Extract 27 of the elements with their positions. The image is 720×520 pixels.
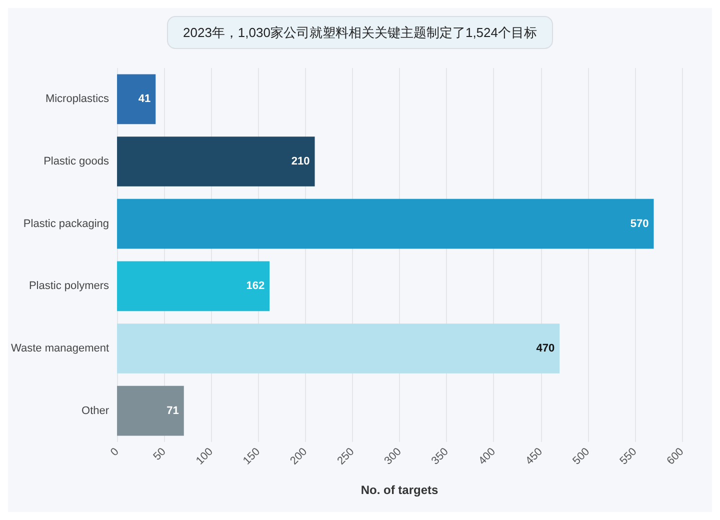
x-tick-label: 100 xyxy=(194,446,216,468)
x-tick-label: 350 xyxy=(429,446,451,468)
x-tick-label: 150 xyxy=(241,446,263,468)
x-tick-label: 300 xyxy=(382,446,404,468)
x-tick-label: 250 xyxy=(335,446,357,468)
x-tick-label: 600 xyxy=(664,446,686,468)
data-label: 162 xyxy=(246,280,265,292)
x-tick-label: 550 xyxy=(618,446,640,468)
y-tick-label: Plastic packaging xyxy=(23,218,110,230)
data-label: 210 xyxy=(291,156,310,168)
y-tick-label: Other xyxy=(82,404,110,417)
y-tick-label: Plastic polymers xyxy=(28,280,110,292)
chart-title: 2023年，1,030家公司就塑料相关关键主题制定了1,524个目标 xyxy=(183,25,537,40)
data-label: 41 xyxy=(138,93,151,106)
x-axis-title: No. of targets xyxy=(360,483,439,497)
x-tick-label: 450 xyxy=(524,446,545,468)
x-tick-label: 400 xyxy=(476,446,498,468)
x-tick-label: 50 xyxy=(151,446,168,463)
data-label: 570 xyxy=(630,218,649,230)
y-tick-label: Waste management xyxy=(10,342,110,354)
x-tick-label: 500 xyxy=(570,446,592,468)
data-label: 71 xyxy=(166,404,179,417)
y-tick-label: Plastic goods xyxy=(44,156,110,168)
y-tick-label: Microplastics xyxy=(45,93,110,106)
x-tick-label: 200 xyxy=(288,446,310,468)
x-tick-label: 0 xyxy=(108,446,122,459)
data-label: 470 xyxy=(536,342,555,354)
